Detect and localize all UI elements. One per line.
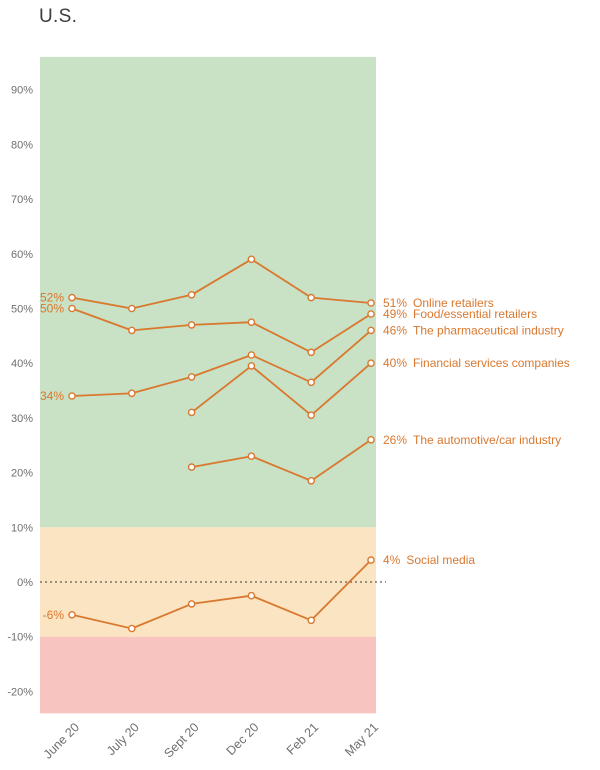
background-band-0 <box>40 56 376 528</box>
data-point-marker <box>367 310 375 318</box>
series-end-label: 4% Social media <box>383 553 475 567</box>
x-axis-tick-label: Dec 20 <box>224 720 262 758</box>
y-axis-tick-label: -20% <box>7 686 33 698</box>
series-end-label: 40% Financial services companies <box>383 356 570 370</box>
x-axis-tick-label: May 21 <box>342 720 381 759</box>
series-end-label: 46% The pharmaceutical industry <box>383 323 564 337</box>
data-point-marker <box>307 293 316 302</box>
data-point-marker <box>127 326 136 335</box>
series-start-value-label: 34% <box>40 389 64 403</box>
x-axis-tick-label: July 20 <box>104 720 142 758</box>
series-line-5 <box>71 559 372 630</box>
series-line-2 <box>71 329 372 397</box>
data-point-marker <box>247 452 256 461</box>
y-axis-tick-label: 70% <box>11 194 33 206</box>
series-line-3 <box>190 362 372 417</box>
y-axis-tick-label: 90% <box>11 85 33 97</box>
series-start-value-label: 50% <box>40 302 64 316</box>
y-axis-tick-label: 60% <box>11 249 33 261</box>
data-point-marker <box>127 624 136 633</box>
series-line-4 <box>190 438 372 482</box>
series-start-value-label: 52% <box>40 291 64 305</box>
data-point-marker <box>307 378 316 387</box>
data-point-marker <box>187 600 196 608</box>
y-axis-tick-label: 30% <box>11 413 33 425</box>
data-point-marker <box>127 389 136 398</box>
data-point-marker <box>367 556 375 564</box>
series-start-value-label: -6% <box>43 608 65 622</box>
data-point-marker <box>307 411 316 420</box>
data-point-marker <box>187 290 196 299</box>
x-axis-tick-label: Sept 20 <box>161 720 201 760</box>
x-axis-tick-label: June 20 <box>41 720 82 761</box>
data-point-marker <box>127 304 136 313</box>
data-point-marker <box>68 304 76 313</box>
data-point-marker <box>247 255 256 264</box>
data-point-marker <box>367 435 375 444</box>
y-axis-tick-label: -10% <box>7 632 33 644</box>
data-point-marker <box>187 408 196 417</box>
data-point-marker <box>187 321 196 329</box>
y-axis-tick-label: 50% <box>11 304 33 316</box>
data-point-marker <box>307 476 316 485</box>
y-axis-tick-label: 10% <box>11 522 33 534</box>
data-point-marker <box>68 293 76 302</box>
series-end-label: 51% Online retailers <box>383 296 494 310</box>
page-title: U.S. <box>39 6 78 27</box>
data-point-marker <box>187 373 196 381</box>
data-point-marker <box>367 359 375 368</box>
background-band-2 <box>40 636 376 714</box>
series-end-label: 26% The automotive/car industry <box>383 433 561 447</box>
data-point-marker <box>247 351 256 359</box>
y-axis-tick-label: 20% <box>11 468 33 480</box>
data-point-marker <box>68 392 76 400</box>
series-line-1 <box>71 307 372 354</box>
data-point-marker <box>247 362 256 370</box>
y-axis-tick-label: 0% <box>17 577 33 589</box>
series-end-label: 49% Food/essential retailers <box>383 307 537 321</box>
x-axis-tick-label: Feb 21 <box>284 720 321 757</box>
data-point-marker <box>367 326 375 335</box>
series-line-0 <box>71 258 372 310</box>
y-axis-tick-label: 40% <box>11 358 33 370</box>
data-point-marker <box>247 591 256 600</box>
data-point-marker <box>307 348 316 357</box>
data-point-marker <box>307 616 316 625</box>
data-point-marker <box>187 463 196 471</box>
data-point-marker <box>367 299 375 307</box>
data-point-marker <box>247 318 256 327</box>
data-point-marker <box>68 611 76 619</box>
y-axis-tick-label: 80% <box>11 139 33 151</box>
